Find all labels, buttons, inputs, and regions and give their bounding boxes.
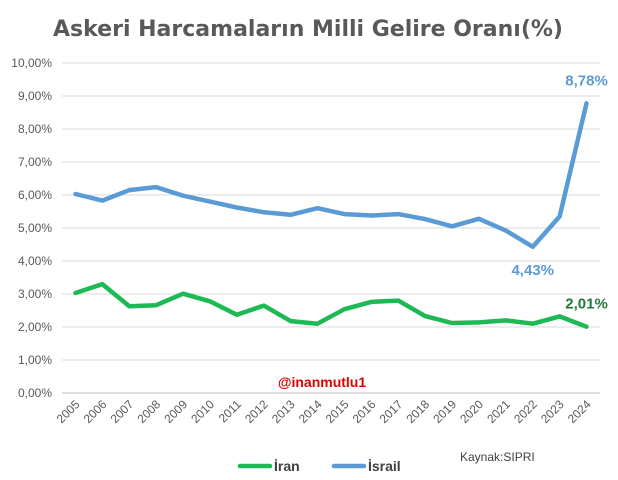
y-tick-label: 7,00% [18,155,52,169]
legend: İran İsrail [237,458,401,474]
series-line-iran [73,281,589,329]
data-label: 4,43% [511,262,554,279]
y-tick-label: 6,00% [18,188,52,202]
series-line-israil [73,101,589,250]
x-tick-label: 2012 [242,397,271,426]
x-tick-label: 2005 [54,397,83,426]
x-tick-label: 2010 [188,397,217,426]
y-tick-label: 2,00% [18,320,52,334]
x-tick-label: 2021 [484,397,513,426]
x-tick-label: 2014 [296,397,325,426]
x-tick-label: 2009 [161,397,190,426]
y-tick-label: 8,00% [18,122,52,136]
x-tick-label: 2015 [323,397,352,426]
x-tick-label: 2019 [430,397,459,426]
x-tick-label: 2016 [350,397,379,426]
x-tick-label: 2017 [377,397,406,426]
x-tick-label: 2022 [511,397,540,426]
y-tick-label: 10,00% [11,56,52,70]
data-label: 8,78% [565,72,608,89]
x-tick-label: 2013 [269,397,298,426]
x-tick-label: 2018 [403,397,432,426]
data-label: 2,01% [565,296,608,313]
x-tick-label: 2023 [538,397,567,426]
legend-label: İran [274,458,300,474]
y-tick-label: 9,00% [18,89,52,103]
data-labels: 8,78% 4,43% 2,01% [511,72,607,312]
y-tick-label: 3,00% [18,287,52,301]
x-tick-label: 2008 [134,397,163,426]
y-tick-label: 1,00% [18,353,52,367]
x-tick-label: 2007 [108,397,137,426]
grid-layer [62,62,600,394]
watermark-handle: @inanmutlu1 [278,374,367,390]
legend-label: İsrail [368,458,401,474]
x-tick-label: 2011 [216,397,244,425]
y-axis-ticks: 0,00% 1,00% 2,00% 3,00% 4,00% 5,00% 6,00% 7,00%… [11,56,52,400]
chart-title: Askeri Harcamaların Milli Gelire Oranı(%… [53,17,563,42]
x-tick-label: 2024 [565,397,594,426]
x-axis-ticks: 2005200620072008200920102011201220132014… [54,397,594,426]
source-note: Kaynak:SIPRI [460,450,535,464]
x-tick-label: 2020 [457,397,486,426]
x-tick-label: 2006 [81,397,110,426]
series-layer [73,101,589,329]
y-tick-label: 4,00% [18,254,52,268]
y-tick-label: 5,00% [18,221,52,235]
y-tick-label: 0,00% [18,386,52,400]
